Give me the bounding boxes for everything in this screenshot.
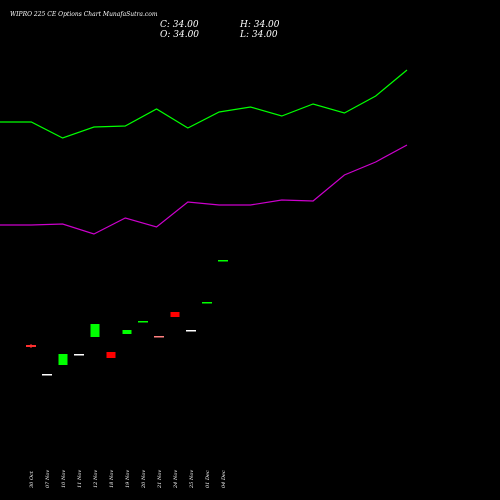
x-tick-label: 11 Nov	[77, 470, 83, 488]
candle-body	[58, 354, 68, 365]
x-tick-label: 01 Dec	[205, 470, 211, 488]
ohlc-close: C: 34.00	[160, 20, 199, 30]
x-tick-label: 10 Nov	[61, 470, 67, 488]
candle-body	[170, 312, 180, 317]
candle-body	[42, 374, 52, 376]
candle-body	[138, 321, 148, 323]
x-tick-label: 20 Nov	[141, 470, 147, 489]
x-tick-label: 25 Nov	[189, 470, 195, 489]
x-tick-label: 18 Nov	[109, 470, 115, 488]
candle-body	[26, 345, 36, 347]
candle-body	[218, 260, 228, 262]
candle-body	[122, 330, 132, 334]
x-tick-label: 24 Nov	[173, 470, 179, 489]
x-tick-label: 19 Nov	[125, 470, 131, 488]
indicator-line	[0, 69, 408, 139]
chart-title: WIPRO 225 CE Options Chart MunafaSutra.c…	[10, 11, 158, 18]
ohlc-low: L: 34.00	[239, 30, 278, 40]
x-tick-label: 07 Nov	[45, 470, 51, 488]
candle-body	[186, 330, 196, 332]
x-tick-label: 04 Dec	[221, 470, 227, 488]
candle-body	[154, 336, 164, 338]
x-tick-label: 21 Nov	[157, 470, 163, 489]
ohlc-open: O: 34.00	[160, 30, 199, 40]
ohlc-high: H: 34.00	[239, 20, 280, 30]
x-tick-label: 12 Nov	[93, 470, 99, 488]
candle-body	[74, 354, 84, 356]
candle-body	[90, 324, 100, 337]
x-tick-label: 30 Oct	[29, 470, 35, 488]
candle-body	[106, 352, 116, 358]
indicator-line	[0, 144, 408, 235]
candle-body	[202, 302, 212, 304]
